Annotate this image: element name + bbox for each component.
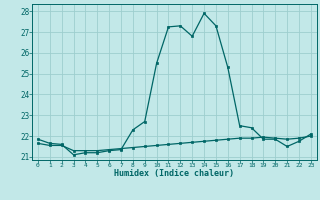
X-axis label: Humidex (Indice chaleur): Humidex (Indice chaleur) [115,169,234,178]
